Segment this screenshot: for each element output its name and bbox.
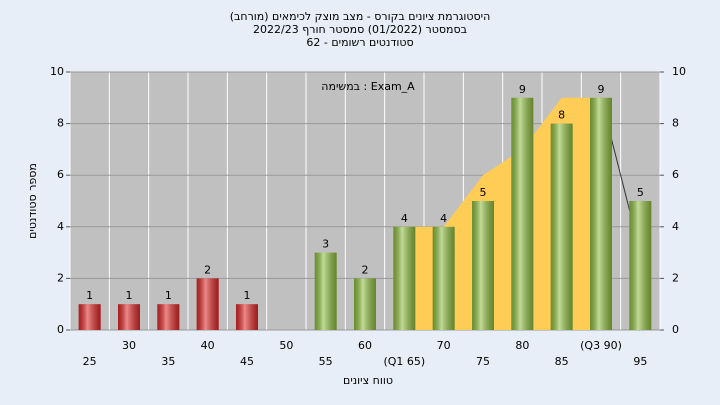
bar-shine	[393, 226, 416, 330]
value-label: 1	[244, 289, 251, 302]
x-tick-label: 60	[358, 339, 372, 352]
value-label: 2	[204, 263, 211, 276]
chart-subtitle: סטודנטים רשומים - 62	[306, 36, 413, 49]
bar-shine	[78, 304, 101, 330]
x-tick-label: (Q3 90)	[580, 339, 622, 352]
bar-shine	[590, 97, 612, 330]
y2-tick-label: 2	[672, 271, 679, 284]
x-tick-label: 45	[240, 355, 254, 368]
x-tick-label: 40	[201, 339, 215, 352]
y2-tick-label: 0	[672, 323, 679, 336]
annotation: במשימה : Exam_A	[321, 80, 415, 93]
x-tick-label: 85	[555, 355, 569, 368]
value-label: 9	[598, 83, 605, 96]
value-label: 1	[86, 289, 93, 302]
value-label: 5	[637, 186, 644, 199]
y-tick-label: 2	[57, 271, 64, 284]
value-label: 9	[519, 83, 526, 96]
bar-shine	[118, 304, 140, 330]
bar-shine	[157, 304, 180, 330]
y-tick-label: 10	[50, 65, 64, 78]
bar-shine	[432, 226, 455, 330]
x-axis-label: טווח ציונים	[343, 374, 393, 387]
x-tick-label: 95	[633, 355, 647, 368]
y2-tick-label: 4	[672, 220, 679, 233]
value-label: 3	[322, 238, 329, 251]
value-label: 5	[480, 186, 487, 199]
y2-tick-label: 8	[672, 117, 679, 130]
bar-shine	[196, 278, 219, 330]
x-tick-label: 70	[437, 339, 451, 352]
bar-shine	[472, 201, 494, 330]
chart-title: היסטוגרמת ציונים בקורס - מצב מוצק לכימאי…	[230, 10, 491, 23]
y-tick-label: 6	[57, 168, 64, 181]
y2-tick-label: 6	[672, 168, 679, 181]
y-tick-label: 8	[57, 117, 64, 130]
value-label: 1	[165, 289, 172, 302]
x-tick-label: 55	[319, 355, 333, 368]
x-tick-label: 35	[161, 355, 175, 368]
bar-shine	[314, 252, 337, 330]
y-axis-label: מספר סטודנטים	[26, 163, 39, 239]
y-tick-label: 0	[57, 323, 64, 336]
bar-shine	[550, 123, 573, 330]
bar-shine	[236, 304, 258, 330]
value-label: 2	[362, 263, 369, 276]
x-tick-label: 75	[476, 355, 490, 368]
x-tick-label: 50	[279, 339, 293, 352]
x-tick-label: 25	[83, 355, 97, 368]
y-tick-label: 4	[57, 220, 64, 233]
x-tick-label: 80	[515, 339, 529, 352]
chart-subtitle: בסמסטר (01/2022) סמסטר חורף 2022/23	[253, 23, 467, 36]
value-label: 4	[440, 212, 447, 225]
value-label: 1	[126, 289, 133, 302]
bar-shine	[511, 97, 534, 330]
value-label: 8	[558, 109, 565, 122]
x-tick-label: 30	[122, 339, 136, 352]
y2-tick-label: 10	[672, 65, 686, 78]
bar-shine	[629, 201, 652, 330]
bar-shine	[354, 278, 376, 330]
x-tick-label: (Q1 65)	[383, 355, 425, 368]
value-label: 4	[401, 212, 408, 225]
